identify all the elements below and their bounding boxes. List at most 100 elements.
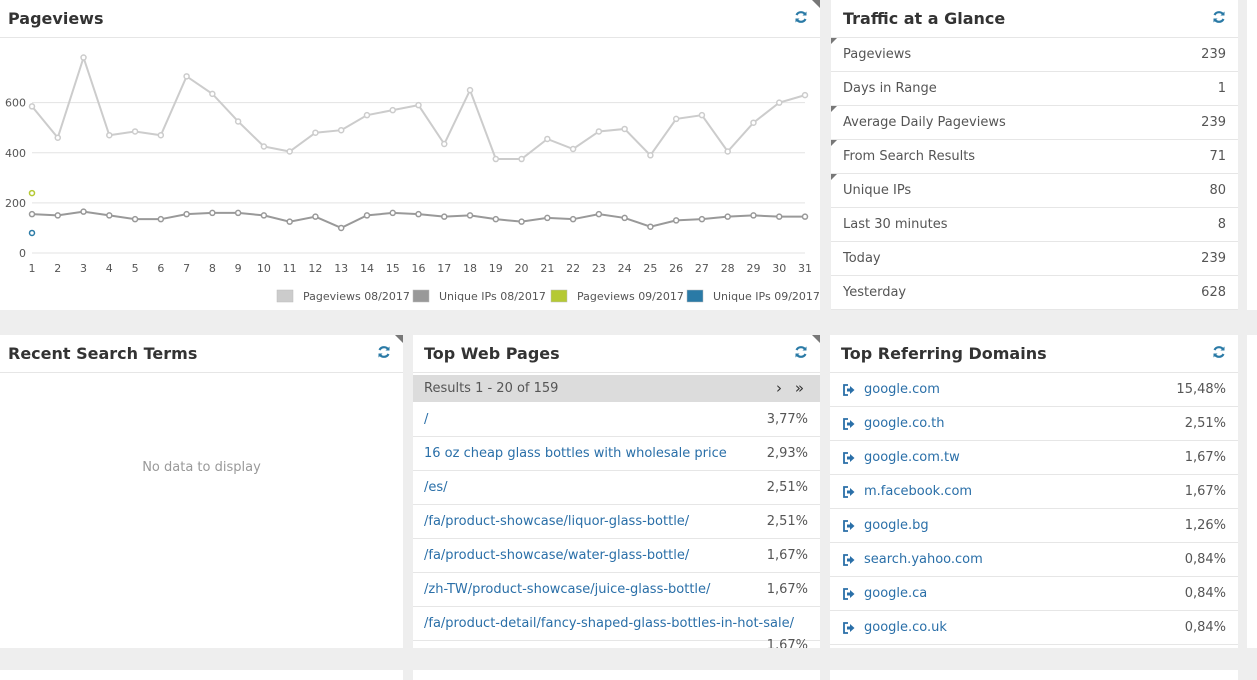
- x-tick-label: 29: [746, 262, 760, 275]
- data-point: [337, 224, 345, 232]
- data-point: [234, 118, 242, 125]
- stat-value: 239: [1201, 115, 1226, 130]
- panel-header: Recent Search Terms: [0, 335, 403, 373]
- data-point: [569, 145, 577, 153]
- y-tick-label: 400: [5, 147, 26, 160]
- page-link[interactable]: /: [424, 412, 429, 427]
- data-point: [724, 148, 731, 155]
- partial-panel: [830, 670, 1238, 680]
- legend-swatch: [686, 289, 704, 303]
- data-point: [775, 213, 783, 220]
- refresh-icon[interactable]: [377, 345, 391, 359]
- stat-label: Yesterday: [843, 285, 907, 300]
- page-share: 2,51%: [766, 514, 808, 529]
- link-icon: [843, 384, 855, 396]
- data-point: [54, 134, 62, 141]
- data-point: [28, 229, 36, 237]
- refresh-icon[interactable]: [794, 10, 808, 24]
- page-link[interactable]: /fa/product-showcase/water-glass-bottle/: [424, 548, 690, 563]
- refresh-icon[interactable]: [794, 345, 808, 359]
- stat-value: 239: [1201, 47, 1226, 62]
- legend-label: Unique IPs 09/2017: [713, 290, 820, 303]
- partial-panel: [1247, 0, 1257, 310]
- stat-value: 628: [1201, 285, 1226, 300]
- x-tick-label: 30: [772, 262, 786, 275]
- pagination-bar: Results 1 - 20 of 159 › »: [413, 375, 820, 402]
- page-row: /fa/product-showcase/water-glass-bottle/…: [413, 539, 820, 573]
- stat-label: From Search Results: [843, 149, 976, 164]
- data-point: [466, 86, 474, 94]
- data-point: [389, 106, 396, 114]
- referrer-link[interactable]: google.ca: [864, 586, 928, 601]
- referrer-link[interactable]: google.co.uk: [864, 620, 947, 635]
- top-pages-panel: Top Web Pages Results 1 - 20 of 159 › » …: [413, 335, 820, 648]
- referrer-row: search.yahoo.com 0,84%: [830, 543, 1238, 577]
- stat-row: From Search Results 71: [831, 140, 1238, 174]
- data-point: [106, 212, 113, 219]
- referrer-link[interactable]: google.co.th: [864, 416, 945, 431]
- data-point: [389, 209, 396, 217]
- referrer-row: google.co.uk 0,84%: [830, 611, 1238, 645]
- last-button[interactable]: »: [794, 379, 804, 397]
- page-link[interactable]: /fa/product-detail/fancy-shaped-glass-bo…: [424, 616, 794, 631]
- referrer-link[interactable]: google.com: [864, 382, 940, 397]
- data-point: [647, 152, 654, 159]
- panel-title: Pageviews: [8, 9, 104, 28]
- x-tick-label: 12: [308, 262, 322, 275]
- legend-label: Pageviews 09/2017: [577, 290, 684, 303]
- referrer-share: 15,48%: [1176, 382, 1226, 397]
- legend-label: Pageviews 08/2017: [303, 290, 410, 303]
- x-tick-label: 4: [106, 262, 113, 275]
- data-point: [54, 212, 62, 219]
- next-button[interactable]: ›: [776, 379, 782, 397]
- x-tick-label: 3: [80, 262, 87, 275]
- x-tick-label: 24: [618, 262, 632, 275]
- refresh-icon[interactable]: [1212, 345, 1226, 359]
- stat-label: Average Daily Pageviews: [843, 115, 1006, 130]
- data-point: [595, 128, 603, 135]
- page-link[interactable]: 16 oz cheap glass bottles with wholesale…: [424, 446, 727, 461]
- link-icon: [843, 622, 855, 634]
- page-share: 2,93%: [766, 446, 808, 461]
- link-icon: [843, 418, 855, 430]
- page-link[interactable]: /zh-TW/product-showcase/juice-glass-bott…: [424, 582, 711, 597]
- page-row: /zh-TW/product-showcase/juice-glass-bott…: [413, 573, 820, 607]
- referrer-link[interactable]: google.com.tw: [864, 450, 960, 465]
- referrer-link[interactable]: m.facebook.com: [864, 484, 973, 499]
- row-marker: [831, 38, 837, 44]
- data-point: [131, 215, 139, 223]
- row-marker: [831, 174, 837, 180]
- data-point: [183, 73, 190, 80]
- data-point: [595, 210, 603, 218]
- stat-value: 239: [1201, 251, 1226, 266]
- data-point: [518, 155, 525, 163]
- data-point: [698, 215, 706, 223]
- x-tick-label: 23: [592, 262, 606, 275]
- x-tick-label: 8: [209, 262, 216, 275]
- stat-value: 71: [1209, 149, 1226, 164]
- referrer-link[interactable]: google.bg: [864, 518, 929, 533]
- data-point: [80, 208, 87, 215]
- x-tick-label: 31: [798, 262, 812, 275]
- data-point: [518, 218, 525, 225]
- referrer-link[interactable]: search.yahoo.com: [864, 552, 983, 567]
- link-icon: [843, 486, 855, 498]
- panel-title: Top Referring Domains: [841, 344, 1047, 363]
- row-marker: [831, 140, 837, 146]
- data-point: [801, 213, 809, 220]
- page-link[interactable]: /es/: [424, 480, 448, 495]
- referrer-row: m.facebook.com 1,67%: [830, 475, 1238, 509]
- x-tick-label: 5: [132, 262, 139, 275]
- x-tick-label: 7: [183, 262, 190, 275]
- x-tick-label: 26: [669, 262, 683, 275]
- page-link[interactable]: /fa/product-showcase/liquor-glass-bottle…: [424, 514, 690, 529]
- stat-label: Unique IPs: [843, 183, 912, 198]
- data-point: [672, 217, 680, 224]
- link-icon: [843, 554, 855, 566]
- x-tick-label: 15: [386, 262, 400, 275]
- data-point: [157, 131, 165, 139]
- panel-title: Top Web Pages: [424, 344, 560, 363]
- refresh-icon[interactable]: [1212, 10, 1226, 24]
- x-tick-label: 16: [412, 262, 426, 275]
